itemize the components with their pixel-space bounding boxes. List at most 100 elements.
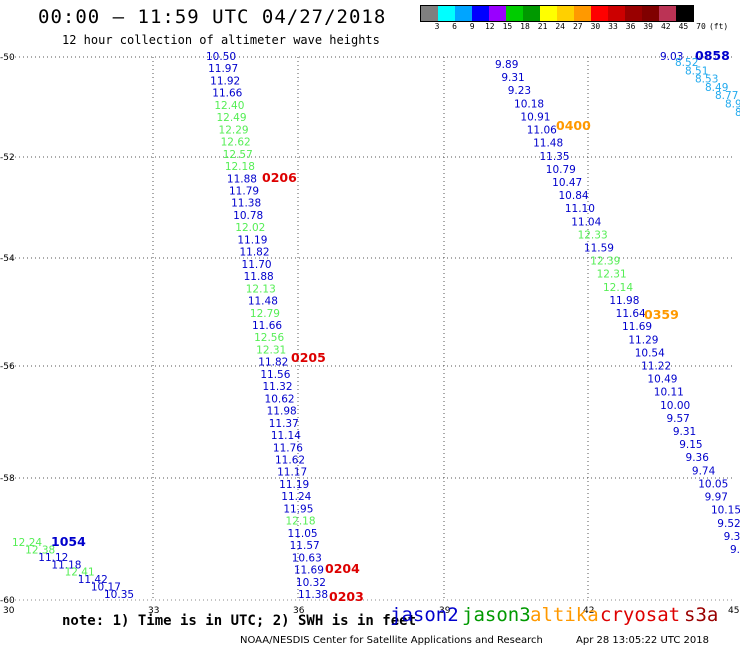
swh-value-track-a: 11.66 [212, 88, 242, 100]
scale-label: 42 [660, 22, 671, 31]
swh-value-track-a: 11.48 [248, 296, 278, 308]
scale-swatch [676, 6, 693, 21]
swh-value-track-a: 11.76 [273, 442, 303, 454]
swh-value-track-b: 9.52 [717, 518, 740, 530]
swh-value-track-c: 8.52 [675, 57, 698, 69]
lon-tick-label: 36 [293, 606, 305, 616]
swh-value-track-a: 11.38 [231, 198, 261, 210]
swh-value-track-a: 11.66 [252, 320, 282, 332]
pass-time-label: 1054 [51, 534, 86, 549]
swh-value-track-c: 8.53 [695, 74, 718, 86]
scale-label: 27 [572, 22, 583, 31]
swh-value-track-a: 12.18 [285, 516, 315, 528]
swh-value-track-a: 10.78 [233, 210, 263, 222]
scale-label: 30 [590, 22, 601, 31]
swh-value-track-b: 10.15 [711, 505, 740, 517]
swh-value-track-a: 12.57 [223, 149, 253, 161]
swh-value-track-b: 9.30 [724, 531, 740, 543]
swh-value-track-a: 11.32 [262, 381, 292, 393]
swh-value-track-b: 10.91 [520, 111, 550, 123]
swh-value-track-b: 11.06 [527, 125, 557, 137]
page-title: 00:00 – 11:59 UTC 04/27/2018 [38, 6, 387, 28]
swh-value-track-b: 10.18 [514, 98, 544, 110]
swh-value-track-a: 11.88 [244, 271, 274, 283]
swh-value-track-c: 9.03 [660, 51, 683, 63]
scale-swatch [421, 6, 438, 21]
pass-time-label: 0206 [262, 170, 297, 185]
swh-value-track-a: 11.82 [239, 247, 269, 259]
scale-swatch [557, 6, 574, 21]
scale-label: 70 [696, 22, 706, 31]
swh-value-track-b: 10.00 [660, 400, 690, 412]
scale-label: 15 [502, 22, 513, 31]
swh-value-track-a: 11.79 [229, 186, 259, 198]
lat-tick-label: -58 [0, 474, 15, 484]
scale-label: 3 [434, 22, 440, 31]
scale-swatch [455, 6, 472, 21]
swh-value-track-a: 10.62 [265, 393, 295, 405]
scale-swatch [438, 6, 455, 21]
scale-label: 33 [608, 22, 618, 31]
swh-value-track-b: 11.22 [641, 360, 671, 372]
swh-value-track-a: 10.32 [296, 577, 326, 589]
swh-value-track-a: 10.63 [292, 552, 322, 564]
page-subtitle: 12 hour collection of altimeter wave hei… [62, 33, 380, 47]
swh-value-track-a: 12.13 [246, 283, 276, 295]
swh-value-track-a: 11.38 [298, 589, 328, 601]
swh-value-track-b: 9.31 [673, 426, 696, 438]
swh-value-track-b: 10.47 [552, 177, 582, 189]
legend-cryosat: cryosat [600, 604, 681, 626]
swh-value-track-a: 12.40 [214, 100, 244, 112]
pass-time-label: 0858 [695, 48, 730, 63]
scale-swatch [574, 6, 591, 21]
swh-value-track-b: 11.35 [539, 151, 569, 163]
swh-value-track-a: 11.37 [269, 418, 299, 430]
swh-value-track-b: 11.10 [565, 203, 595, 215]
scale-swatch [659, 6, 676, 21]
swh-value-track-c: 8. [735, 107, 740, 119]
scale-label: 24 [555, 22, 566, 31]
lat-tick-label: -60 [0, 596, 15, 606]
scale-label: 9 [469, 22, 475, 31]
pass-time-label: 0203 [329, 589, 364, 604]
swh-value-track-a: 11.70 [242, 259, 272, 271]
scale-swatch [506, 6, 523, 21]
swh-value-track-b: 9.57 [666, 413, 689, 425]
swh-value-track-b: 12.33 [578, 229, 608, 241]
swh-value-track-d: 12.24 [12, 537, 42, 549]
swh-value-track-a: 12.56 [254, 332, 284, 344]
swh-value-track-b: 10.05 [698, 478, 728, 490]
swh-value-track-a: 11.98 [267, 406, 297, 418]
swh-value-track-a: 11.24 [281, 491, 311, 503]
swh-value-track-b: 11.04 [571, 216, 601, 228]
swh-value-track-d: 11.18 [51, 559, 81, 571]
swh-value-track-a: 11.82 [258, 357, 288, 369]
swh-value-track-a: 11.57 [290, 540, 320, 552]
swh-value-track-a: 11.97 [208, 63, 238, 75]
swh-value-track-b: 10.11 [654, 387, 684, 399]
scale-swatch [540, 6, 557, 21]
swh-value-track-a: 12.18 [225, 161, 255, 173]
swh-value-track-b: 10.84 [559, 190, 589, 202]
scale-label: 12 [484, 22, 495, 31]
swh-value-track-d: 11.12 [38, 552, 68, 564]
swh-value-track-b: 11.98 [609, 295, 639, 307]
scale-label: 18 [520, 22, 530, 31]
swh-value-track-b: 9.31 [501, 72, 524, 84]
generated-timestamp: Apr 28 13:05:22 UTC 2018 [576, 635, 709, 646]
swh-value-track-b: 11.69 [622, 321, 652, 333]
scale-swatch [625, 6, 642, 21]
swh-value-track-a: 12.02 [235, 222, 265, 234]
pass-time-label: 0400 [556, 118, 591, 133]
scale-label: 36 [625, 22, 636, 31]
swh-value-track-b: 11.29 [628, 334, 658, 346]
scale-swatch [489, 6, 506, 21]
swh-value-track-a: 12.29 [219, 124, 249, 136]
swh-value-track-b: 10.49 [647, 374, 677, 386]
scale-label: 39 [643, 22, 654, 31]
lon-tick-label: 45 [728, 606, 739, 616]
scale-swatch [591, 6, 608, 21]
scale-swatch [642, 6, 659, 21]
swh-value-track-a: 11.69 [294, 565, 324, 577]
swh-value-track-a: 11.17 [277, 467, 307, 479]
